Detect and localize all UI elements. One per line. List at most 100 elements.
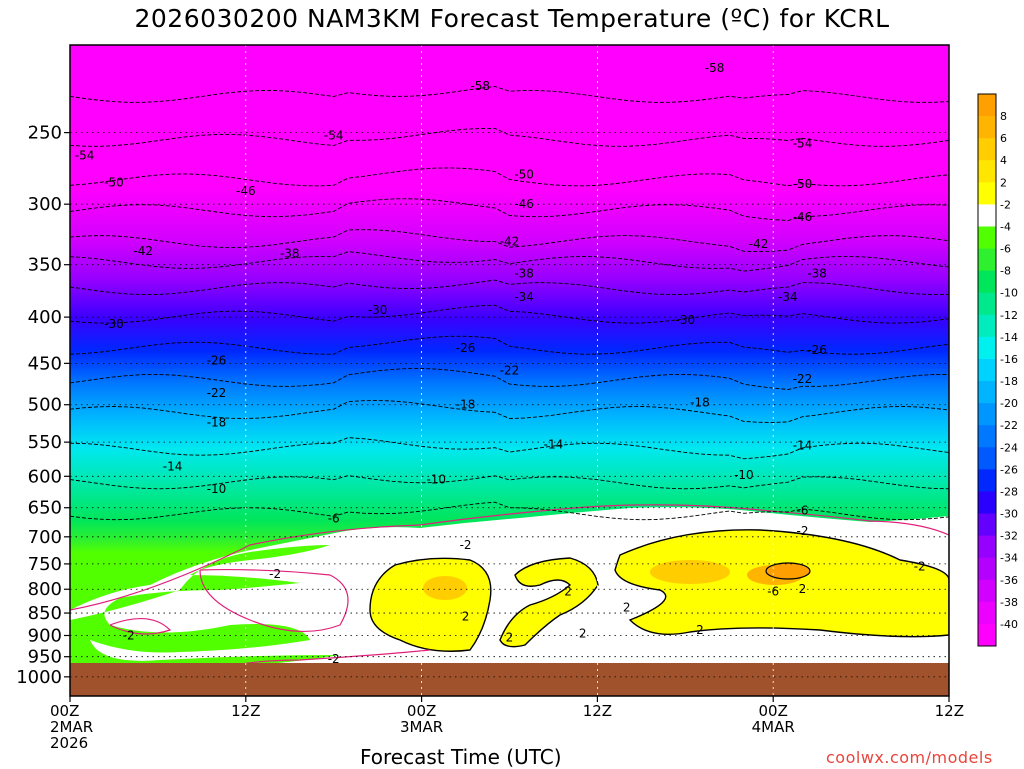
colorbar-swatch xyxy=(978,182,996,205)
contour-label: 2 xyxy=(696,623,704,637)
contour-label: -10 xyxy=(207,482,227,496)
colorbar-label: -36 xyxy=(1000,574,1018,587)
contour-label: -2 xyxy=(269,567,281,581)
y-tick-label: 750 xyxy=(28,554,62,575)
colorbar-swatch xyxy=(978,403,996,426)
contour-label: -2 xyxy=(797,524,809,538)
colorbar-swatch xyxy=(978,491,996,514)
colorbar-swatch xyxy=(978,270,996,294)
colorbar-swatch xyxy=(978,204,996,227)
colorbar-label: -8 xyxy=(1000,265,1011,278)
colorbar-label: -22 xyxy=(1000,419,1018,432)
contour-label: -6 xyxy=(328,511,340,525)
x-tick-label: 00Z xyxy=(759,702,788,720)
colorbar-swatch xyxy=(978,336,996,360)
isotherm--10 xyxy=(70,475,949,490)
colorbar-swatch xyxy=(978,601,996,625)
isotherm--30 xyxy=(70,304,949,324)
colorbar-label: -40 xyxy=(1000,618,1018,631)
x-tick-label: 00Z xyxy=(407,702,436,720)
contour-label: -18 xyxy=(456,398,476,412)
colorbar-swatch xyxy=(978,579,996,603)
colorbar-swatch xyxy=(978,138,996,161)
colorbar-label: -4 xyxy=(1000,220,1011,233)
x-tick-label: 3MAR xyxy=(400,718,443,736)
contour-label: -22 xyxy=(207,386,227,400)
colorbar-label: 2 xyxy=(1000,176,1007,189)
isotherm--14 xyxy=(70,437,949,460)
contour-label: -30 xyxy=(675,313,695,327)
contour-label: 2 xyxy=(564,585,572,599)
colorbar-label: -38 xyxy=(1000,596,1018,609)
x-tick-label: 12Z xyxy=(935,702,964,720)
colorbar-label: -20 xyxy=(1000,397,1018,410)
y-tick-label: 700 xyxy=(28,527,62,548)
contour-label: -46 xyxy=(236,184,256,198)
x-axis-label: Forecast Time (UTC) xyxy=(360,745,562,769)
isotherm--46 xyxy=(70,198,949,221)
x-tick-label: 2026 xyxy=(50,734,88,752)
colorbar-label: -16 xyxy=(1000,353,1018,366)
y-tick-label: 250 xyxy=(28,123,62,144)
colorbar-frame xyxy=(977,93,997,647)
colorbar-label: -12 xyxy=(1000,309,1018,322)
y-tick-label: 950 xyxy=(28,647,62,668)
colorbar-swatch xyxy=(978,248,996,272)
isotherm--38 xyxy=(70,251,949,272)
colorbar-label: -14 xyxy=(1000,331,1018,344)
colorbar-swatch xyxy=(978,226,996,249)
colorbar-swatch xyxy=(978,381,996,404)
credit-text: coolwx.com/models xyxy=(826,748,993,767)
x-tick-label: 12Z xyxy=(231,702,260,720)
x-tick-label: 00Z xyxy=(50,702,79,720)
contour-label: 2 xyxy=(462,610,470,624)
contour-label: -10 xyxy=(734,468,754,482)
low-green-region xyxy=(70,545,340,668)
colorbar-swatch xyxy=(978,513,996,536)
isotherm--18 xyxy=(70,400,949,423)
contour-label: -18 xyxy=(207,415,227,429)
contour-label: -34 xyxy=(778,290,798,304)
colorbar-swatch xyxy=(978,623,996,647)
y-tick-label: 400 xyxy=(28,307,62,328)
isotherm-contours xyxy=(70,86,949,521)
contour-label: -26 xyxy=(807,343,827,357)
x-tick-label: 4MAR xyxy=(752,718,795,736)
contour-label: -54 xyxy=(793,136,813,150)
colorbar-swatch xyxy=(978,535,996,559)
isotherm--26 xyxy=(70,335,949,355)
contour-label: -6 xyxy=(797,504,809,518)
colorbar-swatch xyxy=(978,116,996,139)
isotherm--42 xyxy=(70,229,949,253)
contour-label: -14 xyxy=(793,439,813,453)
isotherm--34 xyxy=(70,279,949,296)
y-tick-label: 450 xyxy=(28,353,62,374)
contour-label: -46 xyxy=(793,210,813,224)
contour-label: -2 xyxy=(914,560,926,574)
contour-label: -2 xyxy=(460,538,472,552)
y-tick-label: 900 xyxy=(28,625,62,646)
colorbar: 8 6 4 2 -2 -4 -6 -8 -10 -12 -14 -16 -18 -20 -22 -24 -26 -… xyxy=(977,93,1018,647)
colorbar-label: -6 xyxy=(1000,243,1011,256)
contour-label: -22 xyxy=(500,363,520,377)
contour-label: -50 xyxy=(514,167,534,181)
contour-label: -18 xyxy=(690,395,710,409)
contour-label: -2 xyxy=(123,628,135,642)
contour-label: -50 xyxy=(104,176,124,190)
colorbar-swatch xyxy=(978,314,996,338)
contour-label: -2 xyxy=(328,652,340,666)
contour-label: -58 xyxy=(470,79,490,93)
freezing-line xyxy=(70,504,949,696)
contour-label: 2 xyxy=(506,631,514,645)
colorbar-label: -26 xyxy=(1000,463,1018,476)
contour-label: -42 xyxy=(500,235,520,249)
warm-core xyxy=(423,560,811,600)
y-tick-label: 800 xyxy=(28,579,62,600)
colorbar-label: -34 xyxy=(1000,552,1018,565)
colorbar-label: 8 xyxy=(1000,110,1007,123)
plot-frame xyxy=(69,44,950,697)
y-tick-label: 350 xyxy=(28,255,62,276)
contour-label: -38 xyxy=(807,267,827,281)
y-tick-label: 1000 xyxy=(16,667,62,688)
